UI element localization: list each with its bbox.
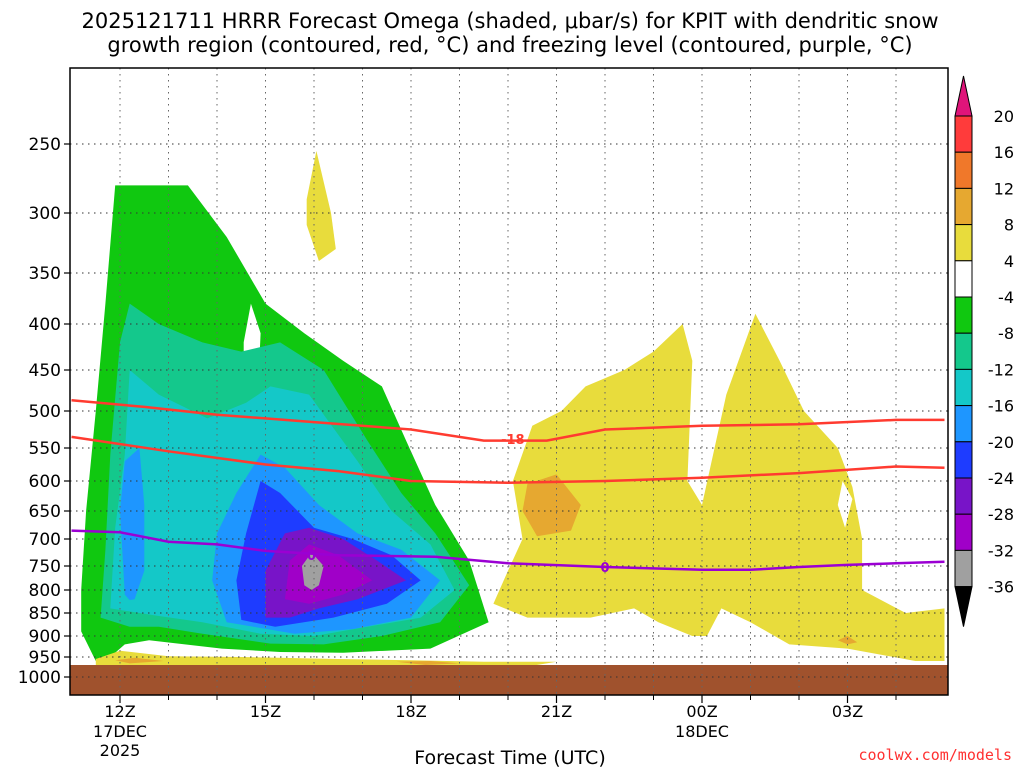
colorbar-label: 12 bbox=[994, 179, 1014, 198]
y-tick-label: 250 bbox=[29, 135, 61, 155]
omega-region-yellow-mid-hole bbox=[837, 481, 853, 528]
y-tick-label: 350 bbox=[29, 264, 61, 284]
colorbar-bin bbox=[954, 441, 973, 479]
omega-region-orange-small bbox=[837, 636, 858, 645]
y-tick-label: 900 bbox=[29, 627, 61, 647]
omega-region-orange-low bbox=[115, 657, 164, 664]
y-tick-label: 450 bbox=[29, 361, 61, 381]
omega-region-purple bbox=[284, 544, 373, 604]
colorbar-label: -20 bbox=[988, 433, 1014, 452]
colorbar-bin bbox=[954, 296, 973, 334]
y-tick-label: 300 bbox=[29, 204, 61, 224]
colorbar: 20 16 12 8 4 -4 -8 -12 -16 -20 -24 -28 -32 -36 bbox=[954, 75, 1014, 627]
x-tick-label: 00Z bbox=[686, 702, 717, 721]
contour-label: 0 bbox=[307, 549, 316, 564]
x-tick-date-label: 18DEC bbox=[675, 722, 729, 741]
x-tick-label: 21Z bbox=[541, 702, 572, 721]
x-tick-label: 12Z bbox=[104, 702, 135, 721]
colorbar-label: -16 bbox=[988, 397, 1014, 416]
y-tick-label: 800 bbox=[29, 581, 61, 601]
colorbar-bin bbox=[954, 368, 973, 407]
contour-dendritic-bottom bbox=[71, 435, 945, 485]
y-tick-label: 500 bbox=[29, 402, 61, 422]
x-tick-date-label: 17DEC bbox=[93, 722, 147, 741]
colorbar-bin bbox=[954, 115, 973, 153]
y-tick-label: 400 bbox=[29, 315, 61, 335]
contour-label: 0 bbox=[600, 561, 609, 576]
colorbar-label: -24 bbox=[988, 469, 1014, 488]
colorbar-bin bbox=[954, 549, 973, 588]
x-axis-label: Forecast Time (UTC) bbox=[414, 747, 605, 768]
colorbar-bin bbox=[954, 224, 973, 262]
y-tick-label: 650 bbox=[29, 502, 61, 522]
colorbar-bin bbox=[954, 513, 973, 551]
y-tick-label: 950 bbox=[29, 648, 61, 668]
x-tick-label: 03Z bbox=[832, 702, 863, 721]
colorbar-label: -28 bbox=[988, 505, 1014, 524]
omega-region-orange-low2 bbox=[396, 661, 460, 665]
colorbar-bin bbox=[954, 405, 973, 443]
colorbar-label: -4 bbox=[998, 288, 1014, 307]
x-tick-year-label: 2025 bbox=[100, 741, 141, 760]
chart-title-line1: 2025121711 HRRR Forecast Omega (shaded, … bbox=[82, 9, 939, 33]
colorbar-label: -36 bbox=[988, 578, 1014, 597]
colorbar-label: 20 bbox=[994, 107, 1014, 126]
y-tick-label: 550 bbox=[29, 439, 61, 459]
colorbar-label: 16 bbox=[994, 143, 1014, 162]
credit-text: coolwx.com/models bbox=[858, 746, 1012, 764]
omega-region-yellow-upper bbox=[306, 150, 336, 261]
x-tick-label: 15Z bbox=[250, 702, 281, 721]
colorbar-bin bbox=[954, 260, 973, 298]
contour-dendritic-top bbox=[71, 399, 945, 442]
omega-region-orange-mid bbox=[522, 474, 581, 537]
colorbar-bottom-arrow bbox=[954, 586, 973, 627]
colorbar-label: -12 bbox=[988, 360, 1014, 379]
colorbar-label: -32 bbox=[988, 541, 1014, 560]
y-tick-label: 700 bbox=[29, 530, 61, 550]
colorbar-bin bbox=[954, 477, 973, 515]
contour-label: -18 bbox=[501, 433, 525, 448]
colorbar-label: 8 bbox=[1004, 216, 1014, 235]
colorbar-label: -8 bbox=[998, 324, 1014, 343]
y-tick-label: 850 bbox=[29, 604, 61, 624]
y-tick-label: 750 bbox=[29, 557, 61, 577]
contour-freezing-level bbox=[71, 529, 945, 572]
colorbar-top-arrow bbox=[954, 75, 973, 117]
plot-area: -18 0 0 bbox=[70, 68, 948, 695]
colorbar-bin bbox=[954, 151, 973, 189]
omega-region-lightblue bbox=[120, 448, 145, 601]
colorbar-bin bbox=[954, 187, 973, 226]
omega-region-yellow-mid bbox=[493, 313, 945, 661]
chart-title-line2: growth region (contoured, red, °C) and f… bbox=[107, 33, 912, 57]
colorbar-label: 4 bbox=[1004, 252, 1014, 271]
colorbar-bin bbox=[954, 332, 973, 370]
ground-fill bbox=[70, 665, 948, 695]
y-tick-label: 1000 bbox=[18, 668, 61, 688]
plot-frame bbox=[69, 67, 949, 696]
x-tick-label: 18Z bbox=[395, 702, 426, 721]
y-tick-label: 600 bbox=[29, 472, 61, 492]
axes: 250 300 350 400 450 500 550 600 650 700 750 800 850 9… bbox=[18, 67, 949, 760]
omega-region-gray bbox=[301, 552, 324, 590]
